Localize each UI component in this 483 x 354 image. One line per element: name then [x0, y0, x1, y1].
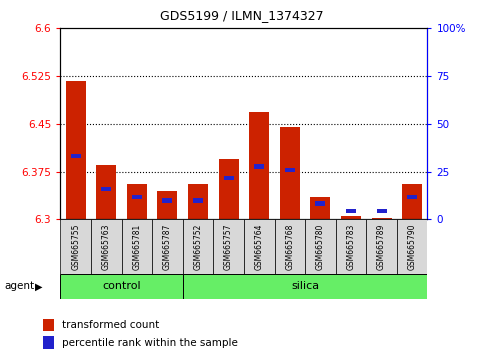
Text: GSM665755: GSM665755	[71, 224, 80, 270]
Bar	[96, 165, 116, 219]
Bar	[224, 176, 234, 180]
Bar	[101, 187, 111, 191]
Bar	[43, 336, 54, 349]
Bar	[193, 198, 203, 202]
Text: GSM665780: GSM665780	[316, 224, 325, 270]
Text: GSM665781: GSM665781	[132, 224, 142, 270]
Text: GSM665787: GSM665787	[163, 224, 172, 270]
Bar	[43, 319, 54, 331]
Bar	[219, 159, 239, 219]
Bar	[91, 219, 122, 274]
Bar	[280, 127, 300, 219]
Bar	[157, 191, 177, 219]
Text: GSM665790: GSM665790	[408, 224, 417, 270]
Text: agent: agent	[5, 281, 35, 291]
Bar	[397, 219, 427, 274]
Bar	[71, 154, 81, 158]
Text: transformed count: transformed count	[62, 320, 159, 330]
Bar	[274, 219, 305, 274]
Bar	[60, 274, 183, 299]
Bar	[122, 219, 152, 274]
Text: GSM665783: GSM665783	[346, 224, 355, 270]
Bar	[407, 195, 417, 199]
Bar	[402, 184, 422, 219]
Bar	[132, 195, 142, 199]
Bar	[377, 209, 386, 213]
Bar	[346, 209, 356, 213]
Bar	[162, 198, 172, 202]
Bar	[366, 219, 397, 274]
Bar	[254, 164, 264, 169]
Text: GSM665763: GSM665763	[102, 224, 111, 270]
Bar	[183, 219, 213, 274]
Bar	[188, 184, 208, 219]
Bar	[285, 167, 295, 172]
Bar	[213, 219, 244, 274]
Text: silica: silica	[291, 281, 319, 291]
Text: GSM665764: GSM665764	[255, 224, 264, 270]
Bar	[152, 219, 183, 274]
Text: percentile rank within the sample: percentile rank within the sample	[62, 338, 238, 348]
Bar	[305, 219, 336, 274]
Bar	[341, 216, 361, 219]
Text: GSM665757: GSM665757	[224, 224, 233, 270]
Bar	[183, 274, 427, 299]
Bar	[315, 201, 326, 206]
Bar	[66, 81, 85, 219]
Text: control: control	[102, 281, 141, 291]
Bar	[311, 197, 330, 219]
Bar	[244, 219, 274, 274]
Text: GDS5199 / ILMN_1374327: GDS5199 / ILMN_1374327	[160, 9, 323, 22]
Bar	[127, 184, 147, 219]
Text: GSM665752: GSM665752	[194, 224, 202, 270]
Text: GSM665768: GSM665768	[285, 224, 294, 270]
Bar	[249, 113, 269, 219]
Text: ▶: ▶	[35, 281, 43, 291]
Text: GSM665789: GSM665789	[377, 224, 386, 270]
Bar	[371, 218, 392, 219]
Bar	[60, 219, 91, 274]
Bar	[336, 219, 366, 274]
